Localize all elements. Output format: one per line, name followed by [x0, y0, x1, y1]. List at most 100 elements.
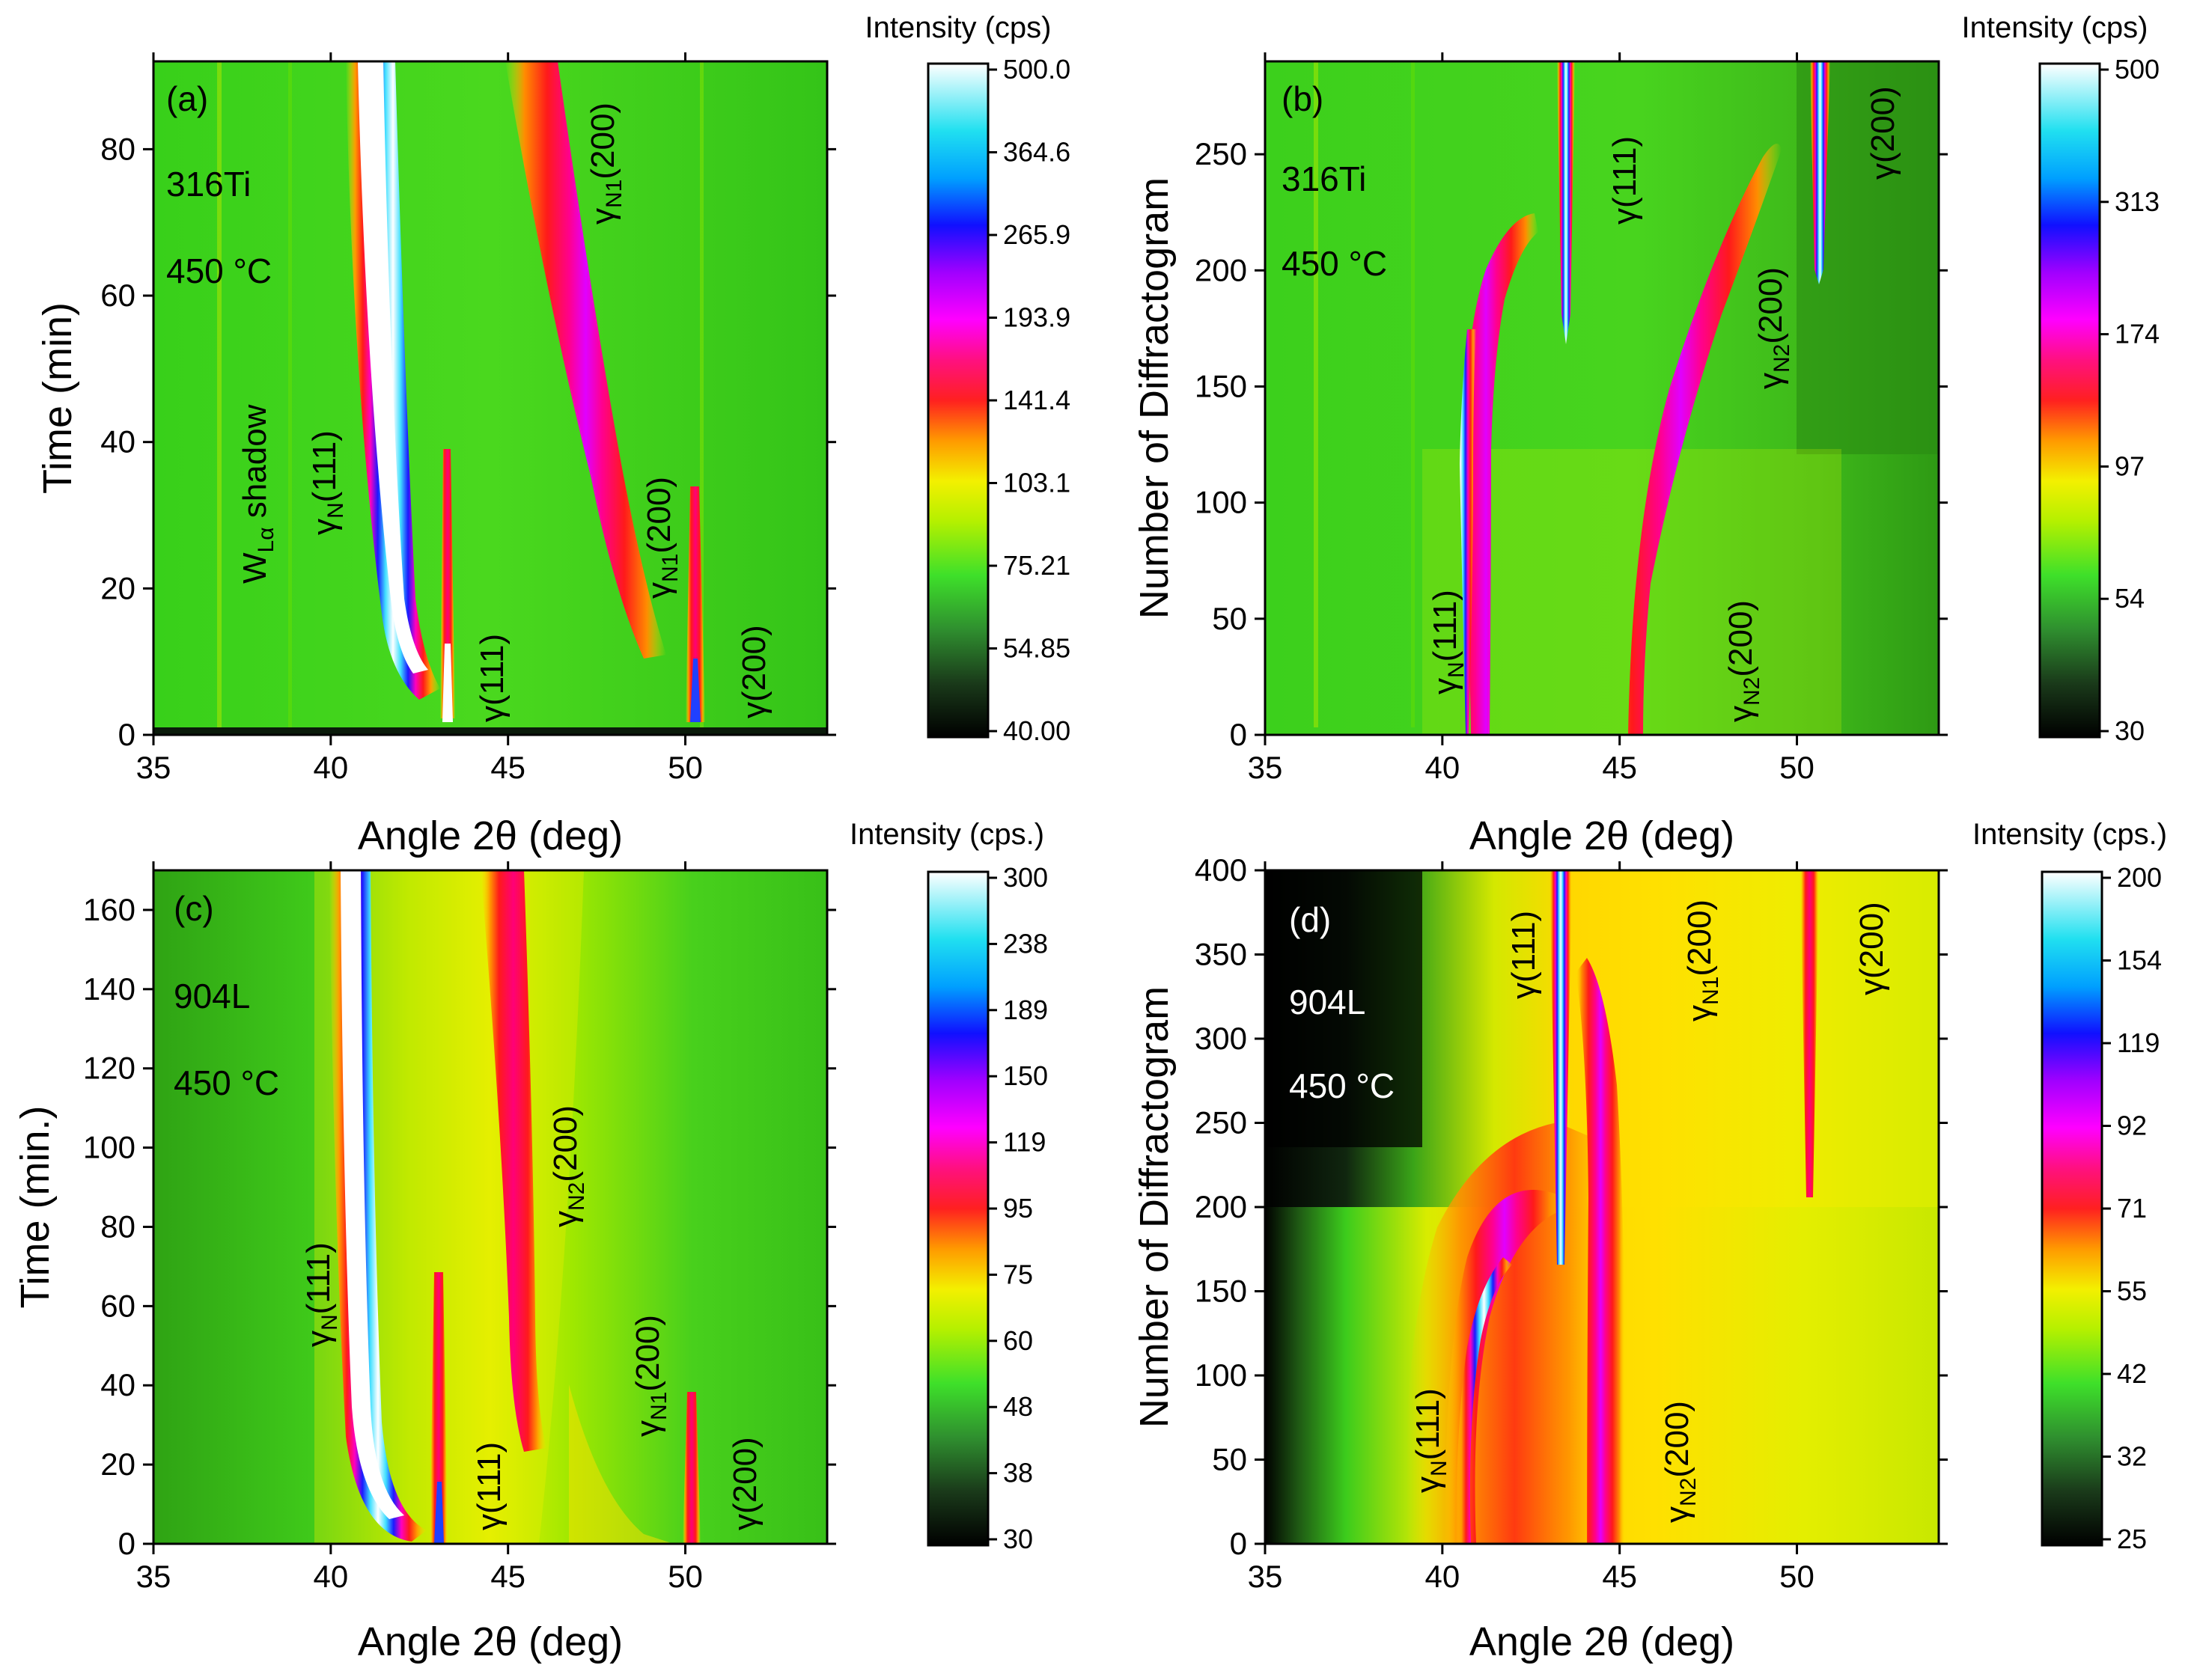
y-tick-label: 100	[1195, 485, 1247, 520]
y-tick-label: 250	[1195, 1105, 1247, 1140]
y-tick-label: 50	[1212, 601, 1247, 636]
colorbar-tick-label: 193.9	[1003, 302, 1070, 333]
colorbar-tick-label: 75.21	[1003, 550, 1070, 581]
y-tick-label: 140	[83, 971, 135, 1007]
y-axis-label-b: Number of Diffractogram	[1132, 177, 1177, 619]
y-axis-label-a: Time (min)	[35, 302, 80, 494]
annotation-b-gammaN2-200: γN2(200)	[1722, 600, 1764, 722]
panel-c: 35 40 45 50 0 20 40 60 80 100 120 140 160 Angle 2θ (…	[13, 818, 1048, 1664]
annotation-d-gamma200: γ(200)	[1853, 902, 1890, 995]
panel-label-d: (d)	[1289, 900, 1331, 939]
axis-ticks-c: 35 40 45 50 0 20 40 60 80 100 120 140 160	[83, 861, 836, 1594]
annotation-b-gamma111: γ(111)	[1606, 136, 1643, 224]
x-axis-label-b: Angle 2θ (deg)	[1469, 813, 1734, 858]
annotation-b-gamma200: γ(200)	[1865, 86, 1901, 180]
colorbar-tick-label: 103.1	[1003, 468, 1070, 498]
colorbar-tick-label: 95	[1003, 1193, 1033, 1224]
colorbar-tick-label: 30	[2115, 715, 2145, 746]
y-tick-label: 150	[1195, 368, 1247, 403]
panel-label-a: (a)	[166, 79, 208, 118]
y-tick-label: 0	[118, 1526, 135, 1561]
y-tick-label: 400	[1195, 852, 1247, 888]
colorbar-title-a: Intensity (cps)	[865, 11, 1052, 44]
material-label-a: 316Ti	[166, 165, 251, 204]
x-tick-label: 40	[1424, 750, 1460, 785]
colorbar-tick-label: 300	[1003, 862, 1048, 893]
y-tick-label: 50	[1212, 1442, 1247, 1477]
y-tick-label: 40	[100, 424, 135, 459]
colorbar-tick-label: 92	[2117, 1111, 2147, 1141]
colorbar-tick-label: 119	[1003, 1127, 1046, 1158]
panel-label-b: (b)	[1282, 79, 1323, 118]
x-tick-label: 50	[668, 1559, 703, 1594]
x-tick-label: 40	[313, 1559, 348, 1594]
y-tick-label: 200	[1195, 252, 1247, 287]
colorbar-c: Intensity (cps.) 300 238 189 150 119 95 75 60 48…	[850, 818, 1048, 1554]
colorbar-tick-label: 238	[1003, 928, 1048, 959]
colorbar-tick-label: 30	[1003, 1524, 1033, 1554]
axis-ticks-a: 35 40 45 50 0 20 40 60 80	[100, 52, 836, 785]
annotation-c-gamma200: γ(200)	[727, 1437, 764, 1530]
colorbar-title-b: Intensity (cps)	[1962, 11, 2148, 44]
colorbar-tick-label: 200	[2117, 862, 2162, 893]
colorbar-title-c: Intensity (cps.)	[850, 818, 1044, 851]
x-tick-label: 50	[1779, 1559, 1814, 1594]
annotation-a-w-shadow: WLα shadow	[237, 404, 278, 584]
x-axis-label-d: Angle 2θ (deg)	[1469, 1619, 1734, 1664]
colorbar-tick-label: 189	[1003, 995, 1048, 1025]
colorbar-tick-label: 54.85	[1003, 633, 1070, 664]
y-tick-label: 60	[100, 278, 135, 313]
x-tick-label: 50	[1779, 750, 1814, 785]
axis-ticks-d: 35 40 45 50 0 50 100 150 200 250 300 350 400	[1195, 852, 1948, 1594]
y-tick-label: 100	[1195, 1357, 1247, 1393]
heatmap-d	[1265, 870, 1939, 1544]
annotation-b-gammaN2-200-top: γN2(200)	[1752, 267, 1794, 389]
colorbar-tick-label: 40.00	[1003, 715, 1070, 746]
y-tick-label: 300	[1195, 1021, 1247, 1056]
annotation-c-gammaN111: γN(111)	[300, 1242, 342, 1347]
annotation-b-gammaN111: γN(111)	[1427, 590, 1469, 694]
panel-label-c: (c)	[174, 889, 214, 928]
temperature-label-d: 450 °C	[1289, 1066, 1395, 1105]
colorbar-d: Intensity (cps.) 200 154 119 92 71 55 42 32 25	[1972, 818, 2167, 1554]
annotation-a-gammaN1-200-top: γN1(200)	[585, 103, 627, 224]
axis-ticks-b: 35 40 45 50 0 50 100 150 200 250	[1195, 52, 1948, 785]
colorbar-title-d: Intensity (cps.)	[1972, 818, 2167, 851]
colorbar-tick-label: 48	[1003, 1391, 1033, 1422]
annotation-a-gammaN111: γN(111)	[306, 430, 348, 535]
panel-a: 35 40 45 50 0 20 40 60 80 Angle 2θ (deg) Time (m…	[35, 11, 1070, 858]
temperature-label-a: 450 °C	[166, 251, 272, 290]
colorbar-tick-label: 265.9	[1003, 219, 1070, 250]
x-tick-label: 45	[490, 750, 525, 785]
colorbar-tick-label: 25	[2117, 1524, 2147, 1554]
x-tick-label: 35	[136, 1559, 171, 1594]
temperature-label-b: 450 °C	[1282, 244, 1387, 283]
y-tick-label: 80	[100, 131, 135, 166]
colorbar-tick-label: 364.6	[1003, 137, 1070, 168]
x-tick-label: 35	[136, 750, 171, 785]
colorbar-tick-label: 71	[2117, 1193, 2147, 1224]
y-tick-label: 160	[83, 892, 135, 927]
annotation-a-gamma200: γ(200)	[736, 625, 773, 718]
x-tick-label: 45	[1602, 750, 1637, 785]
colorbar-tick-label: 141.4	[1003, 385, 1070, 415]
material-label-d: 904L	[1289, 983, 1365, 1021]
x-tick-label: 50	[668, 750, 703, 785]
y-tick-label: 40	[100, 1367, 135, 1402]
x-axis-label-c: Angle 2θ (deg)	[358, 1619, 623, 1664]
annotation-d-gammaN111: γN(111)	[1410, 1388, 1451, 1493]
plot-frame-c	[152, 869, 829, 1545]
y-tick-label: 20	[100, 570, 135, 605]
heatmap-b	[1265, 61, 1939, 735]
colorbar-tick-label: 42	[2117, 1358, 2147, 1389]
y-tick-label: 200	[1195, 1189, 1247, 1224]
y-tick-label: 60	[100, 1288, 135, 1323]
plot-frame-a	[152, 60, 829, 736]
colorbar-b: Intensity (cps) 500 313 174 97 54 30	[1962, 11, 2160, 746]
annotation-a-gammaN1-200: γN1(200)	[641, 477, 683, 599]
annotation-d-gamma111: γ(111)	[1505, 911, 1542, 999]
colorbar-tick-label: 150	[1003, 1060, 1048, 1091]
y-tick-label: 150	[1195, 1274, 1247, 1309]
annotation-d-gammaN2-200: γN2(200)	[1659, 1401, 1701, 1523]
x-tick-label: 40	[1424, 1559, 1460, 1594]
